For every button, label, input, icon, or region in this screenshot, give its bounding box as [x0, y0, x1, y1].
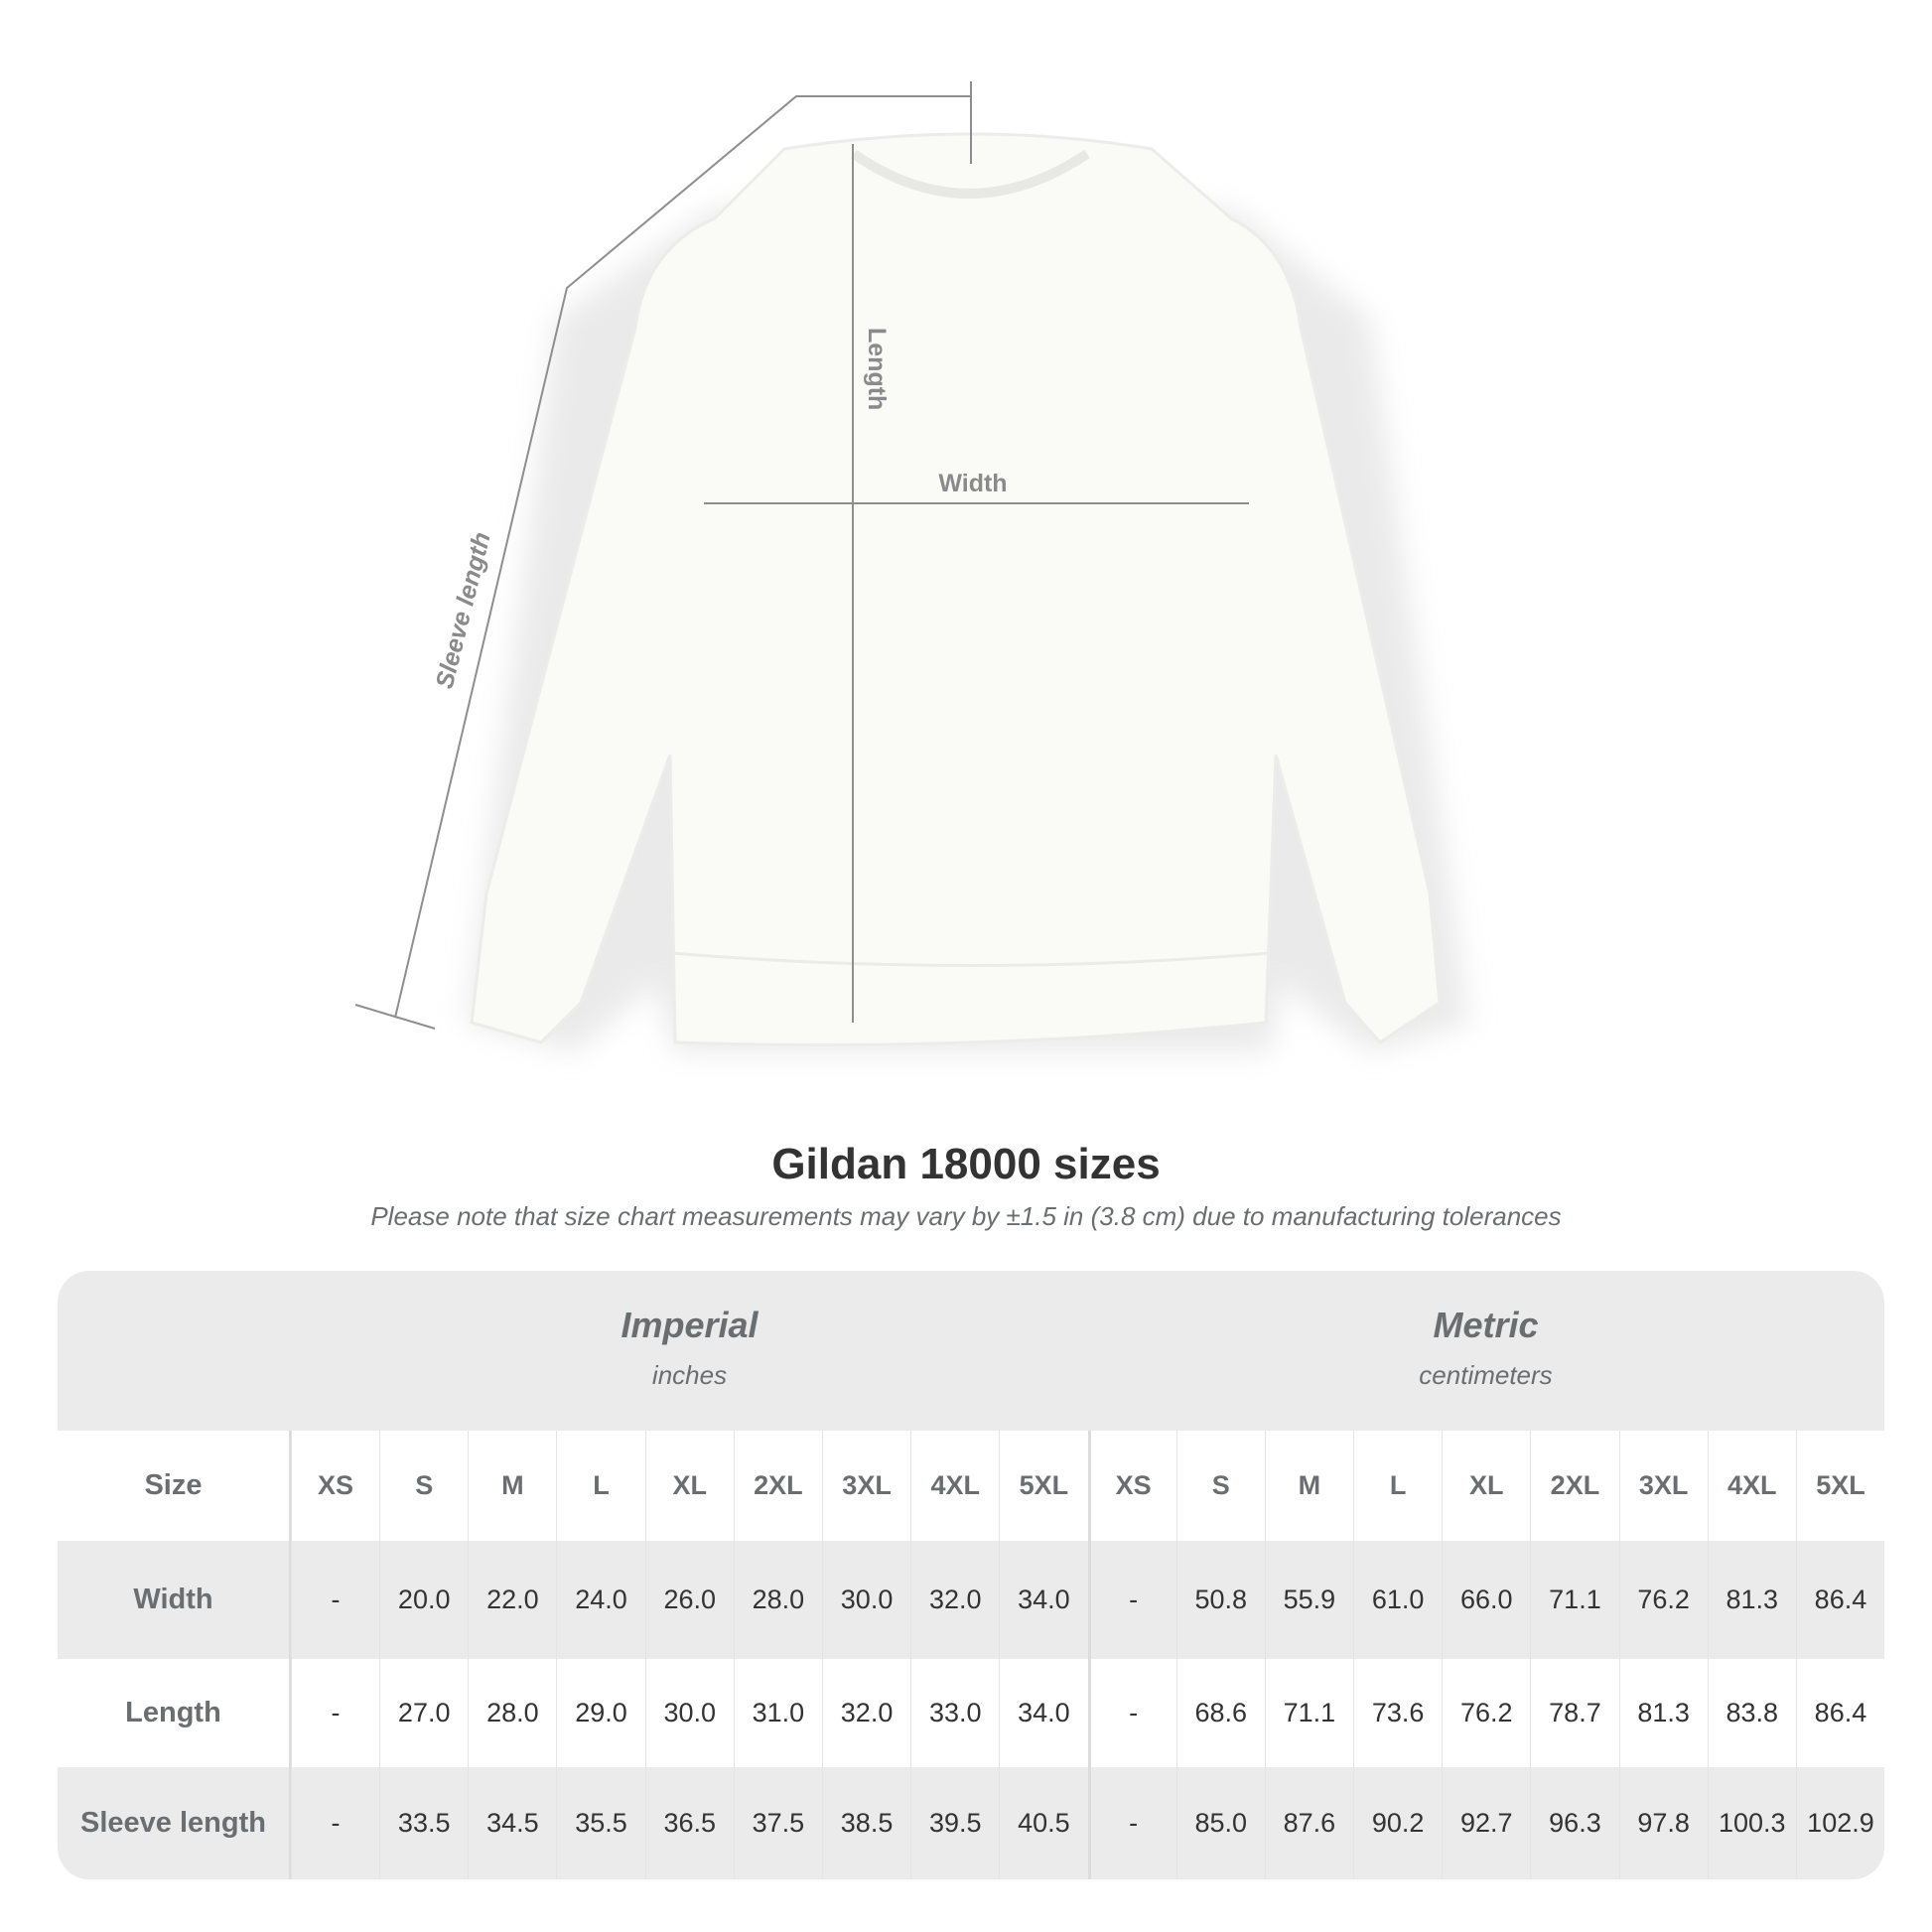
table-cell: 31.0: [733, 1659, 822, 1767]
table-cell: 28.0: [468, 1659, 556, 1767]
metric-title: Metric: [1433, 1305, 1539, 1345]
size-header-cell: 3XL: [821, 1431, 910, 1541]
table-cell: -: [290, 1659, 379, 1767]
table-cell: 73.6: [1353, 1659, 1442, 1767]
table-cell: 55.9: [1264, 1541, 1353, 1659]
table-cell: 30.0: [821, 1541, 910, 1659]
table-cell: 22.0: [468, 1541, 556, 1659]
table-header: Imperial inches Metric centimeters: [58, 1271, 1884, 1431]
table-cell: 76.2: [1442, 1659, 1530, 1767]
row-label: Width: [58, 1541, 291, 1659]
size-header-cell: M: [468, 1431, 556, 1541]
table-cell: 66.0: [1442, 1541, 1530, 1659]
size-header-cell: 2XL: [1530, 1431, 1618, 1541]
table-row: Width -20.0 22.0 24.0 26.0 28.0 30.0 32.0 34.0-5…: [58, 1541, 1884, 1659]
size-header-cell: 5XL: [1795, 1431, 1884, 1541]
table-cell: 33.0: [910, 1659, 999, 1767]
table-cell: 29.0: [556, 1659, 644, 1767]
hem-rib: [670, 951, 1270, 967]
table-cell: 24.0: [556, 1541, 644, 1659]
table-cell: 102.9: [1795, 1767, 1884, 1879]
size-table: Imperial inches Metric centimeters Size X…: [58, 1271, 1884, 1879]
table-cell: 32.0: [910, 1541, 999, 1659]
table-cell: 38.5: [821, 1767, 910, 1879]
row-label: Sleeve length: [58, 1767, 291, 1879]
size-header-cell: S: [1175, 1431, 1265, 1541]
size-header-cell: 4XL: [910, 1431, 999, 1541]
table-cell: 92.7: [1442, 1767, 1530, 1879]
imperial-group: Imperial inches: [291, 1305, 1088, 1391]
size-header-cell: L: [1353, 1431, 1442, 1541]
table-cell: 32.0: [821, 1659, 910, 1767]
table-cell: 37.5: [733, 1767, 822, 1879]
size-header-cell: L: [556, 1431, 644, 1541]
table-cell: 39.5: [910, 1767, 999, 1879]
table-cell: 40.5: [999, 1767, 1087, 1879]
table-cell: 34.5: [468, 1767, 556, 1879]
table-cell: 34.0: [999, 1659, 1087, 1767]
table-cell: 71.1: [1530, 1541, 1618, 1659]
table-cell: -: [1087, 1541, 1176, 1659]
length-label: Length: [863, 328, 891, 410]
table-cell: 86.4: [1795, 1541, 1884, 1659]
table-cell: 61.0: [1353, 1541, 1442, 1659]
table-cell: 20.0: [379, 1541, 468, 1659]
sleeve-label: Sleeve length: [431, 529, 496, 691]
table-cell: 26.0: [644, 1541, 734, 1659]
table-cell: 81.3: [1707, 1541, 1796, 1659]
table-cell: 34.0: [999, 1541, 1087, 1659]
table-cell: 71.1: [1264, 1659, 1353, 1767]
table-cell: 87.6: [1264, 1767, 1353, 1879]
imperial-unit: inches: [651, 1360, 728, 1390]
size-header-row: Size XS S M L XL 2XL 3XL 4XL 5XL XS S M L XL 2XL 3XL 4XL 5…: [58, 1431, 1884, 1541]
tolerance-note: Please note that size chart measurements…: [370, 1201, 1562, 1231]
size-header-cell: M: [1264, 1431, 1353, 1541]
size-header-cell: S: [379, 1431, 468, 1541]
sleeve-line: [394, 95, 971, 1019]
table-cell: 78.7: [1530, 1659, 1618, 1767]
size-header-cell: XS: [290, 1431, 379, 1541]
imperial-title: Imperial: [621, 1305, 759, 1345]
table-cell: 83.8: [1707, 1659, 1796, 1767]
table-cell: 76.2: [1618, 1541, 1708, 1659]
row-label: Length: [58, 1659, 291, 1767]
table-cell: -: [1087, 1767, 1176, 1879]
table-row: Sleeve length -33.5 34.5 35.5 36.5 37.5 38.5 39…: [58, 1767, 1884, 1879]
table-row: Length -27.0 28.0 29.0 30.0 31.0 32.0 33.0 34.0-…: [58, 1659, 1884, 1767]
table-cell: 30.0: [644, 1659, 734, 1767]
table-cell: 35.5: [556, 1767, 644, 1879]
table-cell: 36.5: [644, 1767, 734, 1879]
size-header-cell: 2XL: [733, 1431, 822, 1541]
table-cell: 100.3: [1707, 1767, 1796, 1879]
table-cell: 50.8: [1175, 1541, 1265, 1659]
size-header-cell: XS: [1087, 1431, 1176, 1541]
table-cell: 85.0: [1175, 1767, 1265, 1879]
row-label: Size: [58, 1431, 291, 1541]
table-cell: 96.3: [1530, 1767, 1618, 1879]
sweatshirt-diagram: Length Width Sleeve length: [354, 81, 1469, 1052]
collar: [851, 149, 1090, 199]
table-cell: -: [1087, 1659, 1176, 1767]
size-header-cell: 4XL: [1707, 1431, 1796, 1541]
size-header-cell: XL: [1442, 1431, 1530, 1541]
width-label: Width: [938, 470, 1007, 497]
measure-lines: [354, 81, 1249, 1030]
table-cell: -: [290, 1541, 379, 1659]
metric-unit: centimeters: [1419, 1360, 1553, 1390]
page-title: Gildan 18000 sizes: [771, 1140, 1161, 1188]
table-cell: -: [290, 1767, 379, 1879]
size-header-cell: XL: [644, 1431, 734, 1541]
table-cell: 28.0: [733, 1541, 822, 1659]
sweatshirt-body: [470, 132, 1442, 1046]
size-header-cell: 5XL: [999, 1431, 1087, 1541]
table-cell: 33.5: [379, 1767, 468, 1879]
table-cell: 81.3: [1618, 1659, 1708, 1767]
table-cell: 68.6: [1175, 1659, 1265, 1767]
table-cell: 27.0: [379, 1659, 468, 1767]
table-cell: 90.2: [1353, 1767, 1442, 1879]
table-cell: 86.4: [1795, 1659, 1884, 1767]
size-header-cell: 3XL: [1618, 1431, 1708, 1541]
table-cell: 97.8: [1618, 1767, 1708, 1879]
metric-group: Metric centimeters: [1087, 1305, 1884, 1391]
